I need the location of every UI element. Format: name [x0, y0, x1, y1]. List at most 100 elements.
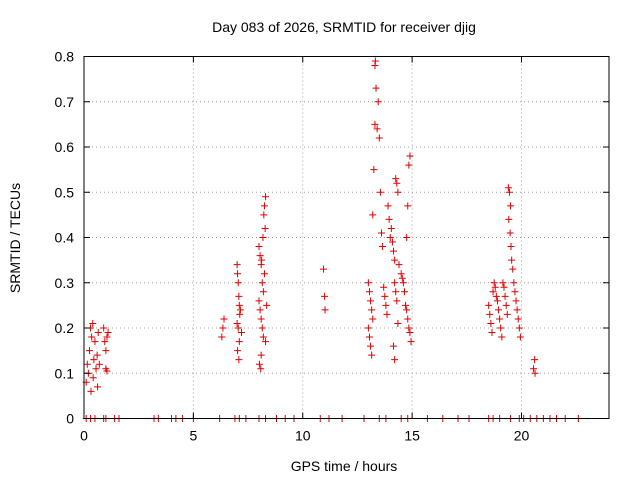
data-point: [512, 297, 520, 305]
grid-layer: [84, 56, 609, 419]
data-point: [367, 342, 375, 350]
x-tick-label: 0: [80, 428, 88, 444]
data-point: [386, 234, 394, 241]
data-point: [516, 333, 524, 341]
data-point: [261, 224, 269, 232]
data-point: [257, 365, 265, 373]
data-point: [89, 374, 97, 382]
data-point: [406, 152, 414, 160]
data-point: [104, 329, 112, 337]
data-point: [255, 297, 263, 305]
data-point: [503, 310, 511, 318]
data-point: [515, 324, 523, 332]
data-point: [85, 347, 93, 355]
y-tick-label: 0.4: [55, 230, 75, 246]
data-point: [502, 301, 510, 309]
data-point: [492, 292, 500, 300]
data-point: [393, 297, 401, 305]
data-point: [488, 329, 496, 337]
data-point: [402, 301, 410, 309]
data-point: [259, 333, 267, 341]
y-tick-label: 0.1: [55, 365, 75, 381]
ticks-layer: 0 0.1 0.2 0.3 0.4 0.5 0.6 0.7 0.8 0 5 10 15 20: [55, 49, 609, 444]
data-point: [373, 125, 381, 133]
data-point: [404, 315, 412, 323]
x-axis-label: GPS time / hours: [291, 458, 398, 474]
data-point: [504, 184, 512, 192]
data-point: [95, 360, 103, 368]
data-point: [365, 333, 373, 341]
data-point: [391, 279, 399, 287]
data-point: [233, 319, 241, 327]
data-point: [513, 306, 521, 314]
data-point: [368, 306, 376, 314]
data-point: [260, 202, 268, 210]
data-point: [321, 306, 329, 314]
data-point: [256, 306, 264, 314]
data-point: [371, 57, 379, 65]
data-point: [497, 324, 505, 332]
data-point: [87, 387, 95, 395]
data-point: [382, 301, 390, 309]
plot-frame: [83, 56, 610, 419]
data-point: [390, 342, 398, 350]
data-point: [400, 288, 408, 296]
data-point: [397, 270, 405, 278]
data-point: [263, 301, 271, 309]
data-point: [371, 120, 379, 128]
data-point: [406, 329, 414, 337]
y-tick-label: 0.2: [55, 320, 75, 336]
data-point: [491, 283, 499, 291]
data-point: [390, 247, 398, 255]
data-point: [391, 256, 399, 264]
data-point: [531, 356, 539, 364]
data-point: [404, 202, 412, 210]
data-point: [398, 274, 406, 282]
data-point: [236, 310, 244, 318]
data-point: [403, 306, 411, 314]
data-point: [88, 333, 96, 341]
data-point: [383, 310, 391, 318]
data-point: [256, 252, 264, 260]
data-point: [505, 215, 513, 223]
data-point: [234, 324, 242, 332]
y-axis-label: SRMTID / TECUs: [7, 183, 23, 293]
data-point: [100, 324, 108, 332]
data-point: [392, 288, 400, 296]
data-point: [234, 270, 242, 278]
data-point: [506, 229, 514, 237]
data-point: [509, 265, 517, 273]
data-point: [370, 166, 378, 174]
data-point: [94, 329, 102, 337]
data-point: [259, 288, 267, 296]
data-point: [89, 319, 97, 327]
data-point: [394, 188, 402, 196]
data-point: [367, 297, 375, 305]
data-point: [388, 238, 396, 246]
data-point: [236, 306, 244, 314]
y-tick-label: 0.5: [55, 184, 75, 200]
data-point: [387, 224, 395, 232]
data-point: [399, 279, 407, 287]
data-point: [258, 256, 266, 264]
data-point: [499, 279, 507, 287]
data-point: [91, 338, 99, 346]
data-point: [500, 283, 508, 291]
data-point: [486, 310, 494, 318]
data-point: [372, 84, 380, 92]
data-point: [83, 360, 91, 368]
data-point: [379, 243, 387, 251]
data-point: [320, 265, 328, 273]
data-point: [103, 367, 111, 375]
x-tick-label: 10: [295, 428, 311, 444]
data-point: [405, 161, 413, 169]
data-point: [530, 365, 538, 373]
data-point: [92, 365, 100, 373]
data-point: [262, 193, 270, 201]
data-point: [485, 301, 493, 309]
data-point: [514, 315, 522, 323]
data-point: [101, 338, 109, 346]
data-point: [393, 179, 401, 187]
y-tick-label: 0.7: [55, 94, 75, 110]
